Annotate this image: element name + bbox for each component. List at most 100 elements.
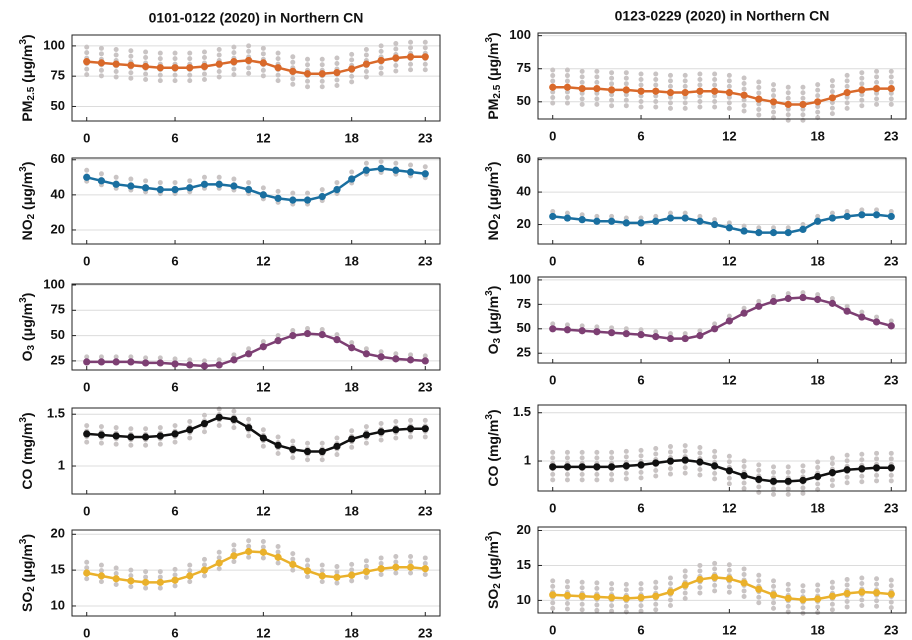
mean-point [828, 469, 837, 477]
mean-point [406, 53, 415, 61]
mean-point [828, 592, 837, 600]
mean-point [348, 175, 356, 183]
mean-point [858, 588, 866, 596]
mean-point [392, 54, 400, 62]
mean-point [274, 64, 282, 72]
x-tick-label: 6 [637, 500, 644, 515]
x-tick-label: 0 [83, 503, 90, 518]
mean-point [142, 359, 150, 367]
mean-point [303, 329, 312, 338]
y-axis-label-part: ) [19, 34, 35, 39]
y-tick-label: 1.5 [513, 404, 531, 419]
y-tick-label: 40 [51, 186, 65, 201]
mean-point [142, 62, 150, 71]
mean-point [186, 64, 194, 72]
mean-point [622, 594, 630, 602]
mean-point [872, 464, 881, 472]
y-tick-label: 40 [517, 184, 531, 199]
mean-point [289, 445, 297, 454]
mean-point [259, 343, 267, 351]
mean-point [784, 100, 792, 109]
mean-point [97, 59, 106, 67]
mean-point [171, 360, 179, 368]
mean-point [186, 426, 194, 434]
mean-point [142, 184, 150, 192]
x-tick-label: 12 [256, 379, 270, 394]
mean-point [156, 578, 164, 586]
y-axis-label-part: O [19, 350, 35, 361]
mean-point [637, 461, 645, 469]
y-axis-label-part: 3 [18, 166, 29, 172]
y-axis-label-part: 3 [484, 414, 495, 420]
mean-point [127, 358, 135, 366]
mean-point [755, 229, 763, 237]
mean-point [362, 166, 370, 174]
mean-point [681, 334, 689, 343]
mean-point [563, 591, 572, 600]
x-tick-label: 0 [549, 500, 556, 515]
y-axis-label: CO (mg/m3) [18, 412, 35, 489]
mean-line [552, 296, 892, 340]
mean-point [362, 567, 370, 576]
y-tick-label: 25 [517, 345, 531, 360]
mean-point [608, 86, 616, 94]
mean-point [83, 58, 91, 66]
mean-point [421, 357, 429, 365]
mean-point [289, 67, 297, 75]
y-axis-label-part: (μg/m [19, 45, 35, 87]
mean-point [549, 212, 557, 221]
mean-point [83, 430, 91, 438]
mean-point [652, 217, 660, 225]
y-tick-label: 75 [51, 302, 65, 317]
mean-point [637, 87, 645, 95]
x-tick-label: 12 [722, 500, 736, 515]
x-tick-label: 6 [637, 622, 644, 637]
mean-point [725, 575, 733, 583]
x-tick-label: 23 [418, 379, 432, 394]
mean-point [97, 572, 106, 580]
mean-point [348, 435, 356, 443]
y-axis-label-part: ) [19, 162, 35, 167]
y-tick-label: 10 [51, 597, 65, 612]
y-tick-label: 60 [51, 151, 65, 166]
mean-point [549, 591, 557, 599]
mean-point [127, 182, 135, 190]
mean-point [681, 581, 689, 589]
mean-point [843, 212, 851, 221]
mean-point [421, 425, 429, 433]
mean-point [127, 577, 135, 585]
y-axis-label-part: SO [19, 592, 35, 612]
mean-point [215, 361, 223, 369]
mean-point [711, 87, 719, 95]
x-tick-label: 23 [884, 372, 898, 387]
mean-point [858, 211, 866, 219]
x-tick-label: 18 [810, 500, 824, 515]
mean-point [755, 475, 763, 484]
y-tick-label: 50 [51, 327, 65, 342]
mean-point [230, 182, 238, 190]
mean-point [593, 217, 601, 225]
mean-point [872, 211, 881, 219]
mean-point [289, 196, 297, 204]
x-tick-label: 18 [344, 503, 358, 518]
y-axis-label-part: PM [19, 101, 35, 122]
y-axis-label-part: 3 [492, 337, 503, 343]
y-tick-label: 10 [517, 592, 531, 607]
mean-point [666, 214, 675, 222]
mean-point [681, 214, 689, 222]
mean-point [230, 356, 238, 364]
y-tick-label: 100 [509, 27, 531, 42]
y-tick-label: 75 [517, 60, 531, 75]
mean-point [392, 166, 400, 174]
y-axis-label-part: 2.5 [492, 84, 503, 98]
mean-point [887, 322, 895, 330]
mean-point [245, 56, 253, 65]
x-tick-label: 18 [344, 379, 358, 394]
mean-point [230, 58, 238, 66]
mean-point [608, 463, 616, 471]
mean-point [362, 60, 370, 68]
mean-point [318, 330, 326, 339]
mean-point [711, 462, 719, 470]
mean-line [86, 416, 426, 453]
mean-point [858, 313, 866, 321]
